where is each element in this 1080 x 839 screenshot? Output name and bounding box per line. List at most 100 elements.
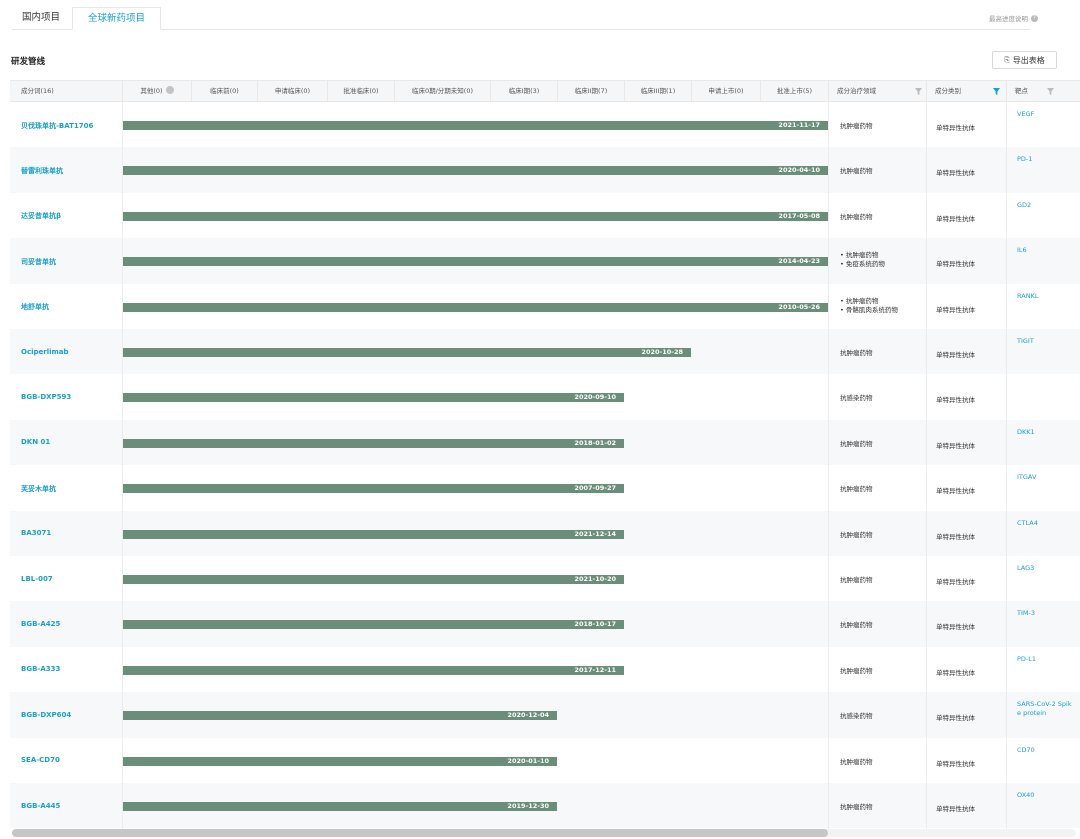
progress-bar: 2018-01-02 [122,438,624,448]
therapeutic-area: 抗感染药物 [840,712,873,721]
ingredient-name-link[interactable]: 芙妥木单抗 [21,484,56,493]
table-row: 司妥昔单抗 2014-04-23 • 抗肿瘤药物 • 免疫系统药物 单特异性抗体 IL6 [10,238,1080,284]
ingredient-name-link[interactable]: 替雷利珠单抗 [21,167,63,175]
horizontal-scrollbar-thumb[interactable] [12,829,828,837]
progress-bar: 2017-05-08 [122,211,828,221]
progress-date: 2021-12-14 [574,529,616,538]
target-link[interactable]: SARS-CoV-2 Spike protein [1017,700,1072,718]
therapeutic-area: 抗肿瘤药物 [840,667,873,676]
therapeutic-area-label: 抗肿瘤药物 [840,122,873,130]
table-row: BGB-DXP604 2020-12-04 抗感染药物 单特异性抗体 SARS-CoV-… [10,692,1080,738]
ingredient-name-link[interactable]: DKN 01 [21,438,51,447]
tab-bar: 国内项目 全球新药项目 [12,7,1030,30]
bullet: • [840,296,846,305]
progress-help[interactable]: 最高进度说明 ? [989,13,1038,23]
therapeutic-area-item: • 抗肿瘤药物 [840,297,898,306]
therapeutic-area-label: 骨骼肌肉系统药物 [845,305,898,314]
ingredient-category: 单特异性抗体 [936,214,975,223]
ingredient-category: 单特异性抗体 [936,169,975,178]
target-link[interactable]: IL6 [1017,246,1027,255]
therapeutic-area-label: 抗肿瘤药物 [840,530,873,539]
ingredient-name-link[interactable]: 贝伐珠单抗-BAT1706 [21,121,94,130]
ingredient-category: 单特异性抗体 [936,351,975,359]
ingredient-category: 单特异性抗体 [936,805,975,813]
ingredient-name-link[interactable]: BGB-DXP604 [21,710,72,719]
therapeutic-area-item: 抗肿瘤药物 [840,349,873,358]
progress-bar: 2018-10-17 [122,620,624,630]
tab-domestic-projects[interactable]: 国内项目 [21,12,60,23]
target-link[interactable]: PD-L1 [1017,654,1037,663]
header-stage-label: 申请上市(0) [708,87,744,95]
header-stage-label: 临床II期(7) [574,87,608,95]
therapeutic-area: • 抗肿瘤药物 • 免疫系统药物 [840,251,885,269]
target-link[interactable]: ITGAV [1017,473,1037,482]
therapeutic-area: 抗肿瘤药物 [840,621,873,630]
therapeutic-area-label: 抗肿瘤药物 [845,251,879,260]
therapeutic-area: 抗肿瘤药物 [840,803,873,812]
table-row: 芙妥木单抗 2007-09-27 抗肿瘤药物 单特异性抗体 ITGAV [10,465,1080,510]
therapeutic-area-label: 抗肿瘤药物 [840,576,873,584]
target-link[interactable]: VEGF [1017,110,1035,118]
header-stage-3: 批准临床(0) [327,81,394,102]
header-therapeutic-area: 成分治疗领域 [828,81,926,102]
table-row: Ociperlimab 2020-10-28 抗肿瘤药物 单特异性抗体 TIGIT [10,329,1080,375]
progress-bar: 2020-04-10 [122,166,828,176]
ingredient-name-link[interactable]: Ociperlimab [21,347,69,356]
table-row: 替雷利珠单抗 2020-04-10 抗肿瘤药物 单特异性抗体 PD-1 [10,147,1080,193]
therapeutic-area-item: 抗肿瘤药物 [840,758,873,767]
ingredient-category: 单特异性抗体 [936,260,975,269]
tab-global-new-drugs[interactable]: 全球新药项目 [72,7,161,30]
progress-help-label: 最高进度说明 [989,15,1028,23]
therapeutic-area-item: 抗肿瘤药物 [840,621,873,630]
therapeutic-area-item: 抗肿瘤药物 [840,213,873,222]
ingredient-name-link[interactable]: BGB-A425 [21,620,61,628]
therapeutic-area-label: 抗肿瘤药物 [840,439,873,448]
header-stage-8: 申请上市(0) [691,81,760,102]
progress-bar: 2020-12-04 [122,711,557,721]
ingredient-category: 单特异性抗体 [936,396,975,405]
progress-bar: 2010-05-26 [122,302,828,312]
therapeutic-area: 抗肿瘤药物 [840,440,873,449]
target-link[interactable]: OX40 [1017,791,1035,799]
ingredient-name-link[interactable]: BA3071 [21,529,52,538]
progress-bar: 2021-10-20 [122,575,624,584]
ingredient-name-link[interactable]: BGB-A333 [21,665,61,674]
progress-bar: 2020-01-10 [122,756,557,766]
target-link[interactable]: RANKL [1017,291,1039,300]
progress-date: 2010-05-26 [778,302,820,311]
table-row: LBL-007 2021-10-20 抗肿瘤药物 单特异性抗体 LAG3 [10,556,1080,601]
filter-icon[interactable] [1047,88,1054,95]
ingredient-name-link[interactable]: BGB-DXP593 [21,393,72,401]
therapeutic-area-item: 抗感染药物 [840,394,873,403]
filter-icon[interactable] [915,88,922,95]
target-link[interactable]: CTLA4 [1017,518,1038,527]
target-link[interactable]: TIGIT [1017,337,1034,345]
target-link[interactable]: CD70 [1017,745,1035,754]
header-ingredient[interactable]: 成分词(16) [21,87,54,95]
ingredient-name-link[interactable]: 达妥昔单抗β [21,212,62,221]
ingredient-name-link[interactable]: BGB-A445 [21,801,61,810]
target-link[interactable]: GD2 [1017,200,1032,209]
therapeutic-area: 抗肿瘤药物 [840,576,873,585]
progress-date: 2020-12-04 [507,711,549,720]
ingredient-name-link[interactable]: LBL-007 [21,574,53,583]
question-icon[interactable] [165,86,174,94]
target-link[interactable]: PD-1 [1017,155,1033,164]
therapeutic-area: 抗感染药物 [840,394,873,403]
export-label: 导出表格 [1012,55,1045,65]
therapeutic-area: 抗肿瘤药物 [840,122,873,131]
progress-bar: 2007-09-27 [122,484,624,494]
target-link[interactable]: LAG3 [1017,564,1035,572]
ingredient-category: 单特异性抗体 [936,668,975,677]
filter-icon[interactable] [993,88,1000,95]
header-stage-label: 其他(0) [140,87,163,95]
therapeutic-area-item: 抗肿瘤药物 [840,167,873,176]
therapeutic-area: 抗肿瘤药物 [840,167,873,176]
ingredient-name-link[interactable]: SEA-CD70 [21,756,60,765]
ingredient-name-link[interactable]: 司妥昔单抗 [21,257,56,266]
target-link[interactable]: TIM-3 [1017,609,1035,618]
export-table-button[interactable]: ⎘ 导出表格 [992,51,1057,69]
ingredient-name-link[interactable]: 地舒单抗 [21,303,49,312]
target-link[interactable]: DKK1 [1017,427,1035,436]
table-row: 贝伐珠单抗-BAT1706 2021-11-17 抗肿瘤药物 单特异性抗体 VEGF [10,102,1080,147]
